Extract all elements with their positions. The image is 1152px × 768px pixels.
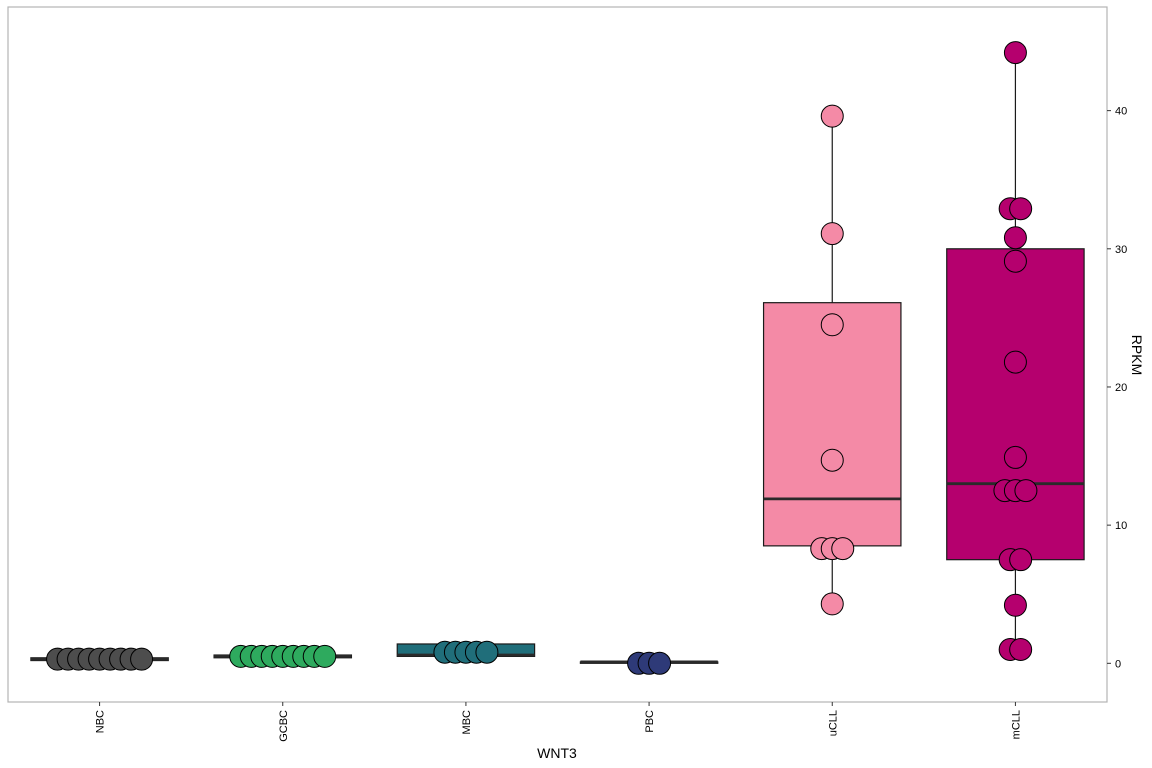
y-tick-label: 20 [1115, 382, 1127, 394]
point-uCLL [820, 313, 844, 337]
point-mCLL [1003, 350, 1027, 374]
point-mCLL [1014, 479, 1038, 503]
point-mCLL [1003, 226, 1027, 250]
point-mCLL [1009, 548, 1033, 572]
point-PBC [648, 651, 672, 675]
point-mCLL [1003, 593, 1027, 617]
point-mCLL [1009, 637, 1033, 661]
x-tick-label: mCLL [1010, 710, 1022, 739]
x-tick-label: NBC [95, 710, 107, 733]
y-tick-label: 10 [1115, 520, 1127, 532]
point-GCBC [313, 644, 337, 668]
points-layer [46, 41, 1038, 675]
x-tick-label: PBC [644, 710, 656, 733]
point-uCLL [831, 537, 855, 561]
y-axis: 0 10 20 30 40 [1107, 106, 1127, 670]
plot-panel [7, 6, 1108, 703]
x-tick-label: GCBC [278, 710, 290, 742]
x-axis: NBC GCBC MBC PBC uCLL mCLL [95, 702, 1022, 742]
x-tick-label: MBC [461, 710, 473, 735]
point-mCLL [1003, 445, 1027, 469]
box-mCLL [946, 248, 1085, 561]
y-tick-label: 0 [1115, 658, 1121, 670]
point-mCLL [1003, 41, 1027, 65]
y-axis-title: RPKM [1129, 335, 1145, 375]
x-axis-title: WNT3 [537, 745, 577, 761]
point-NBC [130, 647, 154, 671]
point-uCLL [820, 222, 844, 246]
point-uCLL [820, 104, 844, 128]
box-uCLL [762, 302, 902, 547]
point-uCLL [820, 448, 844, 472]
point-uCLL [820, 592, 844, 616]
y-tick-label: 40 [1115, 106, 1127, 118]
point-mCLL [1009, 197, 1033, 221]
point-MBC [475, 640, 499, 664]
point-mCLL [1003, 249, 1027, 273]
x-tick-label: uCLL [827, 710, 839, 736]
y-tick-label: 30 [1115, 244, 1127, 256]
